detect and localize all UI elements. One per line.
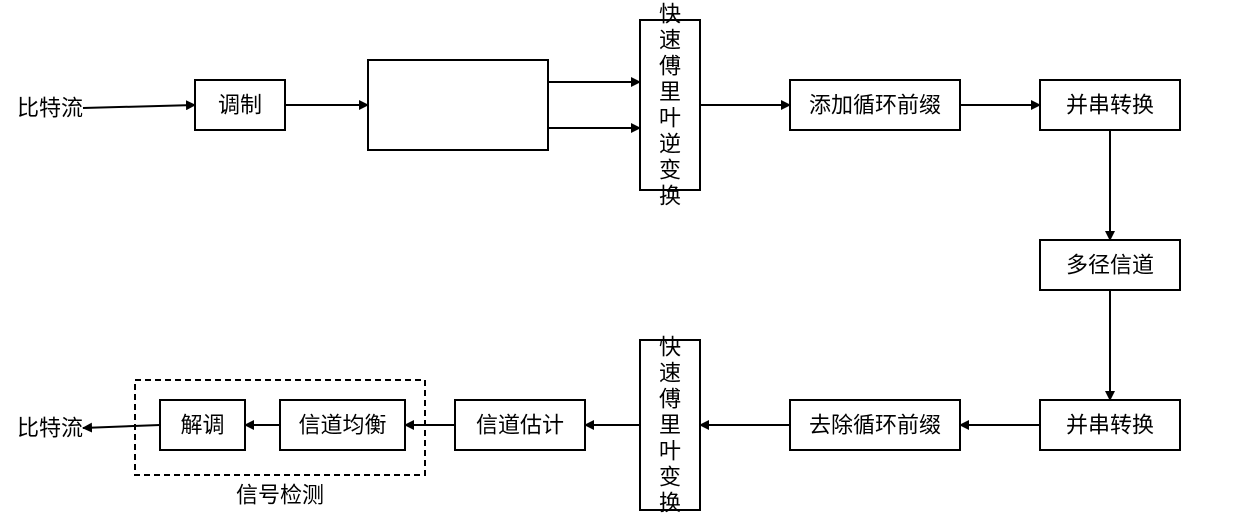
add_cp: 添加循环前缀 [790,80,960,130]
chan_est-label: 信道估计 [476,413,564,438]
modulation-label: 调制 [218,93,262,118]
channel-label: 多径信道 [1066,253,1154,278]
ps_convert_tx: 并串转换 [1040,80,1180,130]
edge-bitstream_in-modulation [83,105,195,108]
remove_cp-label: 去除循环前缀 [809,413,941,438]
ifft-label: 快速傅里叶逆变换 [659,2,681,209]
channel: 多径信道 [1040,240,1180,290]
bitstream_out: 比特流 [17,416,83,441]
add_cp-label: 添加循环前缀 [809,93,941,118]
modulation: 调制 [195,80,285,130]
signal-detect-label: 信号检测 [236,483,324,508]
demod: 解调 [160,400,245,450]
fft-label: 快速傅里叶变换 [659,335,681,516]
demod-label: 解调 [180,413,224,438]
ifft: 快速傅里叶逆变换 [640,2,700,209]
bitstream_in: 比特流 [17,96,83,121]
ps_convert_rx-label: 并串转换 [1066,413,1154,438]
sp-group-box [368,60,548,150]
chan_est: 信道估计 [455,400,585,450]
ps_convert_rx: 并串转换 [1040,400,1180,450]
remove_cp: 去除循环前缀 [790,400,960,450]
chan_eq-label: 信道均衡 [298,413,386,438]
ps_convert_tx-label: 并串转换 [1066,93,1154,118]
fft: 快速傅里叶变换 [640,335,700,516]
edge-demod-bitstream_out [83,425,160,428]
chan_eq: 信道均衡 [280,400,405,450]
